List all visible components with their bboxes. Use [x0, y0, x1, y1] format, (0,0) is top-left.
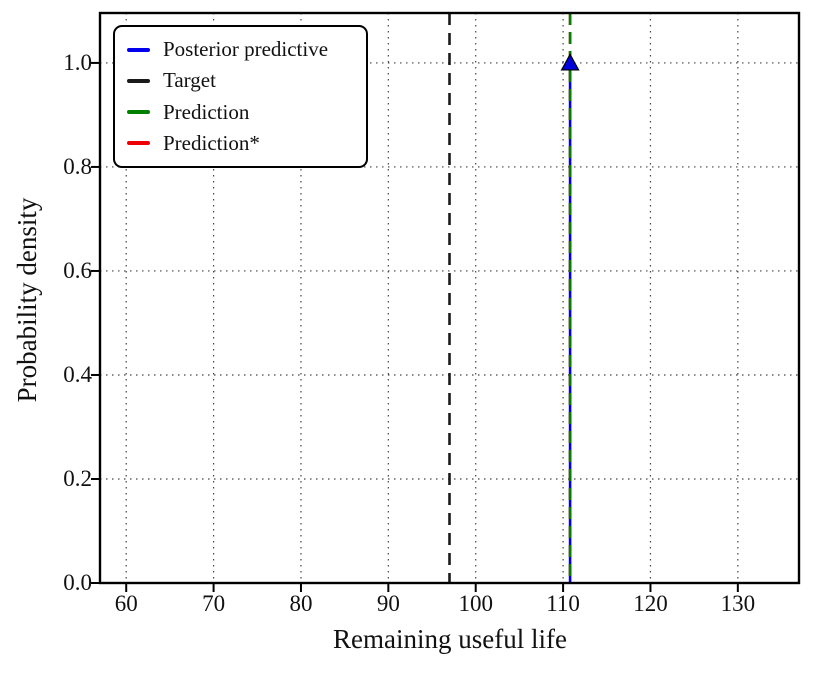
y-tick-label: 0.0 — [63, 570, 92, 595]
legend-label: Prediction — [163, 99, 250, 124]
legend-label: Posterior predictive — [163, 37, 329, 62]
y-tick-label: 1.0 — [63, 49, 92, 75]
plot-frame — [98, 11, 801, 585]
y-tick-label: 0.6 — [63, 257, 92, 283]
legend-label: Target — [163, 68, 216, 93]
legend-item-prediction: Prediction — [127, 100, 354, 125]
prediction-marker-triangle-up — [560, 53, 580, 71]
legend-item-target: Target — [127, 68, 354, 93]
x-tick-label: 110 — [546, 591, 580, 616]
x-axis-label: Remaining useful life — [333, 624, 567, 654]
legend-item-prediction: Prediction* — [127, 131, 354, 156]
x-tick-label: 130 — [720, 591, 756, 616]
y-tick-label: 0.8 — [63, 153, 92, 179]
y-tick-label: 0.4 — [63, 361, 92, 387]
legend-item-posterior-predictive: Posterior predictive — [127, 37, 354, 62]
x-tick-label: 100 — [458, 591, 493, 616]
legend-line-sample — [127, 47, 150, 52]
x-tick-label: 70 — [202, 591, 226, 616]
legend-label: Prediction* — [163, 130, 260, 155]
legend-line-sample — [127, 141, 150, 146]
legend: Posterior predictive Target Prediction Pred… — [113, 25, 368, 168]
x-tick-label: 60 — [114, 591, 138, 616]
legend-line-sample — [127, 78, 150, 83]
x-tick-label: 120 — [633, 591, 668, 616]
y-tick-label: 0.2 — [63, 465, 92, 491]
x-tick-label: 80 — [289, 591, 313, 616]
x-tick-label: 90 — [376, 591, 400, 616]
legend-line-sample — [127, 110, 150, 115]
